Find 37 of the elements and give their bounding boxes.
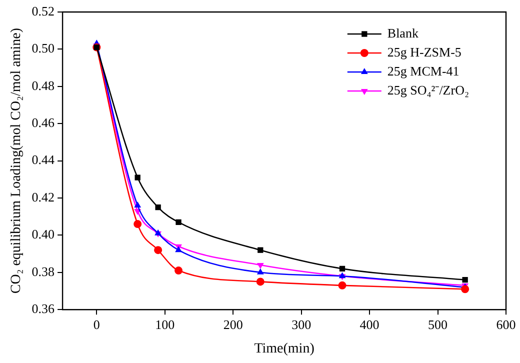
point (155, 204, 161, 210)
y-tick-label: 0.42 (32, 189, 55, 204)
legend-label: Blank (387, 25, 419, 40)
point (462, 277, 468, 283)
x-axis-title: Time(min) (254, 341, 315, 356)
y-tick-label: 0.48 (32, 78, 55, 93)
x-tick-label: 0 (93, 316, 100, 332)
point (461, 285, 470, 294)
point (174, 266, 183, 275)
x-tick-label: 600 (496, 316, 516, 332)
point (256, 278, 264, 286)
x-tick-label: 500 (428, 316, 448, 332)
y-tick-label: 0.50 (32, 40, 55, 56)
point (339, 266, 346, 272)
point (134, 201, 142, 208)
y-tick-label: 0.38 (32, 264, 55, 279)
legend-label: 25g MCM-41 (387, 63, 460, 78)
legend-label: 25g H-ZSM-5 (387, 44, 462, 60)
point (176, 219, 182, 226)
x-tick-label: 300 (292, 316, 312, 332)
point (338, 281, 346, 290)
legend-label: 25g SO₄²⁻/ZrO₂ (387, 82, 470, 98)
y-tick-label: 0.36 (32, 301, 56, 316)
point (256, 262, 264, 269)
point (134, 174, 140, 180)
y-tick-label: 0.40 (32, 226, 55, 242)
y-tick-label: 0.52 (32, 3, 55, 18)
point (134, 220, 142, 228)
point (256, 268, 264, 274)
x-tick-label: 100 (155, 316, 175, 332)
point (258, 247, 264, 253)
y-tick-label: 0.46 (32, 115, 56, 130)
y-axis-title: CO₂ equilibrium Loading(mol CO₂/mol amine) (9, 28, 24, 294)
point (154, 246, 162, 254)
x-tick-label: 400 (360, 316, 380, 332)
x-tick-label: 200 (223, 316, 243, 332)
y-tick-label: 0.44 (32, 152, 56, 168)
